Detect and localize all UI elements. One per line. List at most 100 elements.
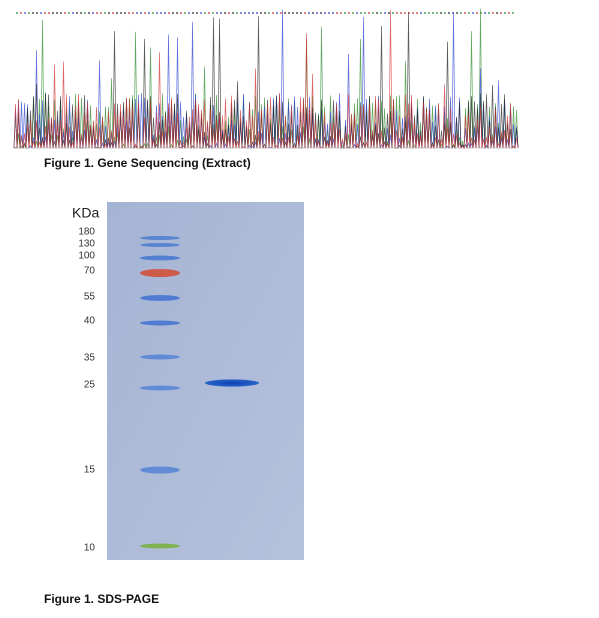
base-marker bbox=[436, 12, 438, 14]
base-marker bbox=[184, 12, 186, 14]
base-marker bbox=[256, 12, 258, 14]
base-marker bbox=[328, 12, 330, 14]
base-marker bbox=[352, 12, 354, 14]
marker-label: 10 bbox=[84, 543, 96, 554]
base-marker bbox=[116, 12, 118, 14]
base-marker bbox=[176, 12, 178, 14]
base-marker bbox=[92, 12, 94, 14]
base-marker bbox=[440, 12, 442, 14]
ladder-band bbox=[140, 543, 180, 549]
base-marker bbox=[24, 12, 26, 14]
base-marker bbox=[56, 12, 58, 14]
marker-label: 100 bbox=[78, 251, 95, 262]
base-marker bbox=[308, 12, 310, 14]
base-marker bbox=[20, 12, 22, 14]
base-marker bbox=[96, 12, 98, 14]
base-marker bbox=[504, 12, 506, 14]
base-marker bbox=[392, 12, 394, 14]
base-marker bbox=[264, 12, 266, 14]
base-marker bbox=[500, 12, 502, 14]
ladder-band bbox=[140, 243, 180, 247]
base-marker bbox=[136, 12, 138, 14]
base-marker bbox=[288, 12, 290, 14]
base-marker bbox=[512, 12, 514, 14]
marker-label: 55 bbox=[84, 292, 96, 303]
base-marker bbox=[348, 12, 350, 14]
base-marker bbox=[60, 12, 62, 14]
base-marker bbox=[220, 12, 222, 14]
base-marker bbox=[132, 12, 134, 14]
base-marker bbox=[364, 12, 366, 14]
caption: Figure 1. Gene Sequencing (Extract) bbox=[44, 156, 251, 170]
ladder-band bbox=[140, 466, 180, 474]
base-marker bbox=[44, 12, 46, 14]
base-marker bbox=[140, 12, 142, 14]
sequencing-chromatogram bbox=[13, 8, 519, 150]
base-marker bbox=[108, 12, 110, 14]
base-marker bbox=[468, 12, 470, 14]
base-marker bbox=[460, 12, 462, 14]
base-marker bbox=[416, 12, 418, 14]
base-marker bbox=[196, 12, 198, 14]
base-marker bbox=[472, 12, 474, 14]
base-marker bbox=[204, 12, 206, 14]
base-marker bbox=[400, 12, 402, 14]
base-marker bbox=[112, 12, 114, 14]
base-marker bbox=[420, 12, 422, 14]
base-marker bbox=[360, 12, 362, 14]
base-marker bbox=[224, 12, 226, 14]
base-marker bbox=[172, 12, 174, 14]
base-marker bbox=[464, 12, 466, 14]
base-marker bbox=[208, 12, 210, 14]
base-marker bbox=[272, 12, 274, 14]
marker-label: 40 bbox=[84, 316, 96, 327]
base-marker bbox=[480, 12, 482, 14]
base-marker bbox=[216, 12, 218, 14]
base-marker bbox=[120, 12, 122, 14]
base-marker bbox=[304, 12, 306, 14]
base-marker bbox=[16, 12, 18, 14]
base-marker bbox=[244, 12, 246, 14]
base-marker bbox=[100, 12, 102, 14]
base-marker bbox=[356, 12, 358, 14]
base-marker bbox=[268, 12, 270, 14]
base-marker bbox=[72, 12, 74, 14]
base-marker bbox=[260, 12, 262, 14]
base-marker bbox=[376, 12, 378, 14]
base-marker bbox=[180, 12, 182, 14]
base-marker bbox=[316, 12, 318, 14]
base-marker bbox=[368, 12, 370, 14]
base-marker bbox=[372, 12, 374, 14]
base-marker bbox=[324, 12, 326, 14]
base-marker bbox=[200, 12, 202, 14]
base-marker bbox=[240, 12, 242, 14]
ladder-band bbox=[140, 269, 180, 277]
gel bbox=[107, 202, 304, 560]
base-marker bbox=[488, 12, 490, 14]
base-marker bbox=[164, 12, 166, 14]
base-marker bbox=[156, 12, 158, 14]
base-marker bbox=[396, 12, 398, 14]
base-marker bbox=[456, 12, 458, 14]
ladder-band bbox=[140, 320, 180, 326]
base-marker bbox=[40, 12, 42, 14]
caption: Figure 1. SDS-PAGE bbox=[44, 592, 159, 606]
base-marker bbox=[232, 12, 234, 14]
base-marker bbox=[344, 12, 346, 14]
base-marker bbox=[484, 12, 486, 14]
base-marker bbox=[320, 12, 322, 14]
base-marker bbox=[128, 12, 130, 14]
base-marker bbox=[48, 12, 50, 14]
base-marker bbox=[476, 12, 478, 14]
base-marker bbox=[84, 12, 86, 14]
base-marker bbox=[52, 12, 54, 14]
base-marker bbox=[68, 12, 70, 14]
base-marker bbox=[336, 12, 338, 14]
base-marker bbox=[252, 12, 254, 14]
base-marker bbox=[124, 12, 126, 14]
ladder-band bbox=[140, 295, 180, 301]
sample-band bbox=[205, 379, 259, 387]
base-marker bbox=[212, 12, 214, 14]
